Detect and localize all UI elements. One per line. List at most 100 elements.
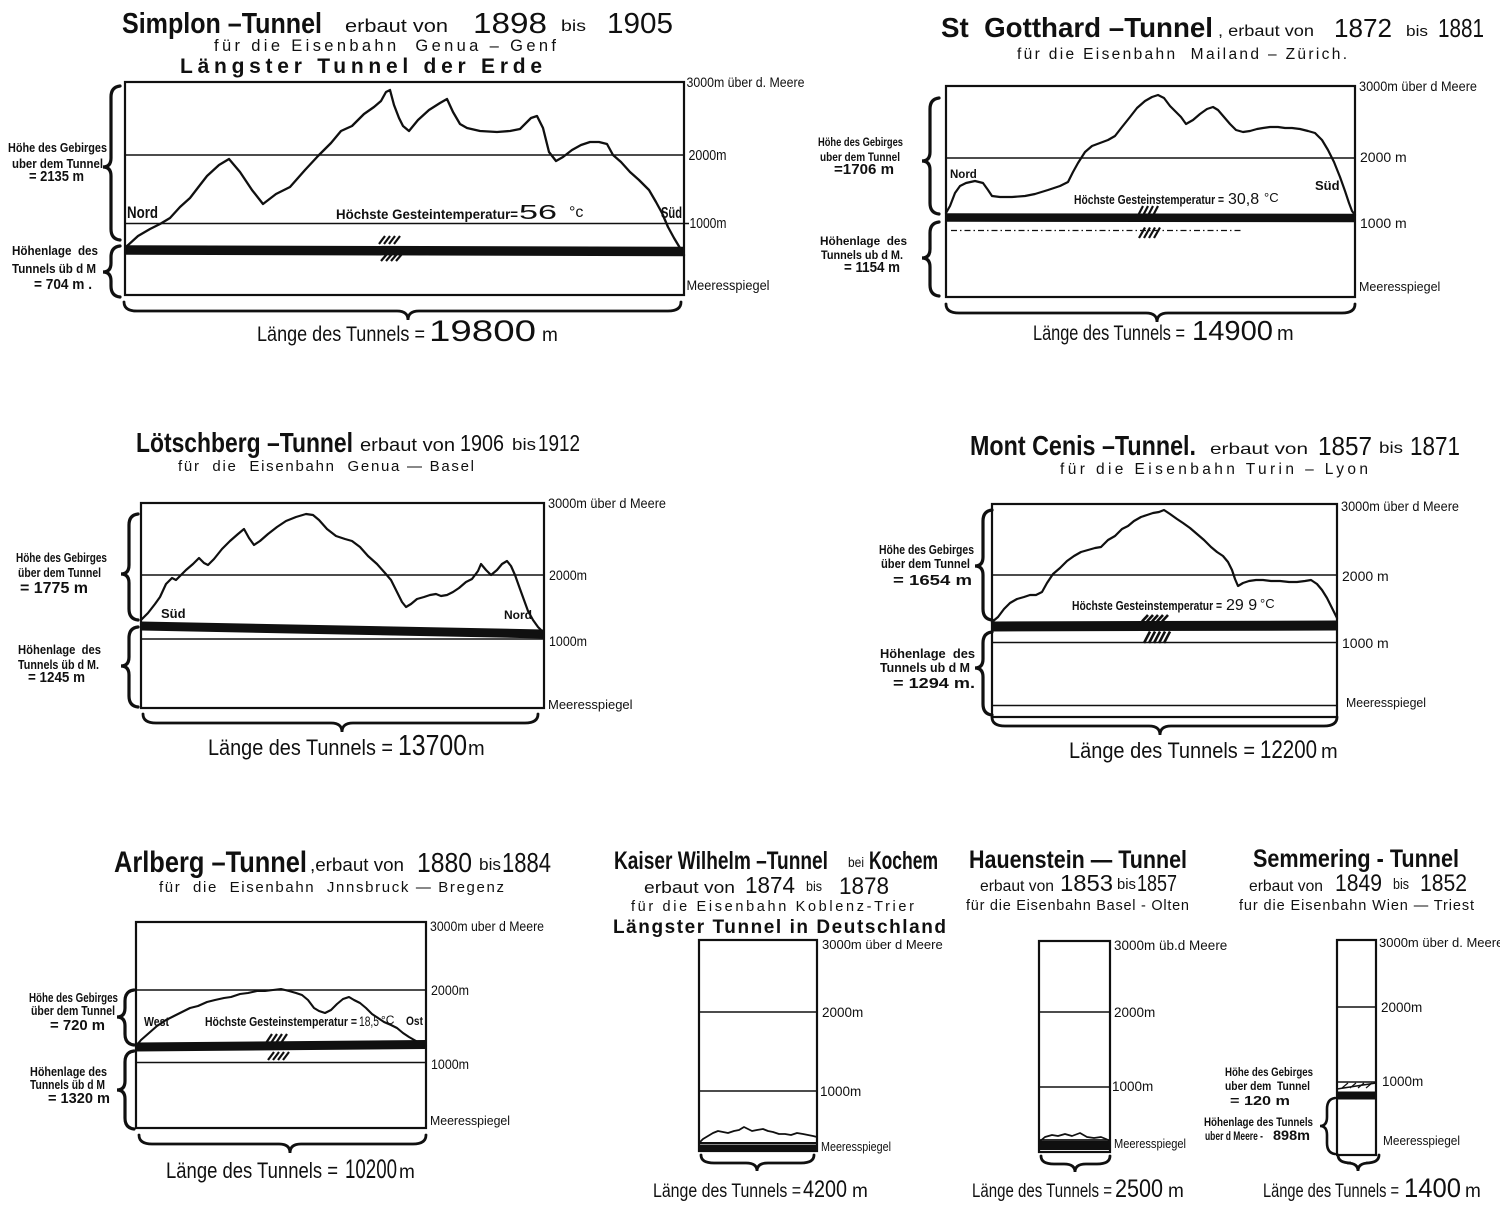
svg-text:°c: °c: [569, 204, 583, 221]
svg-text:Tunnels üb d M: Tunnels üb d M: [30, 1078, 105, 1092]
svg-text:Höhenlage des: Höhenlage des: [12, 244, 98, 258]
svg-text:Höhenlage des: Höhenlage des: [30, 1065, 107, 1079]
svg-text:2000m: 2000m: [431, 982, 469, 998]
svg-text:Meeresspiegel: Meeresspiegel: [1383, 1134, 1460, 1148]
svg-text:12200: 12200: [1260, 736, 1317, 764]
svg-text:uber dem Tunnel: uber dem Tunnel: [12, 157, 103, 171]
svg-text:1881: 1881: [1438, 13, 1484, 43]
svg-text:,erbaut von: ,erbaut von: [310, 855, 404, 875]
svg-text:erbaut von: erbaut von: [644, 878, 735, 897]
svg-text:3000m uber d Meere: 3000m uber d Meere: [430, 918, 544, 934]
svg-text:m: m: [1321, 741, 1338, 763]
svg-text:3000m über d Meere: 3000m über d Meere: [1341, 498, 1459, 514]
svg-text:für die Eisenbahn Genua — B: für die Eisenbahn Genua — Basel: [178, 458, 474, 475]
svg-text:, erbaut von: , erbaut von: [1218, 23, 1314, 40]
svg-text:Höhe des Gebirges: Höhe des Gebirges: [16, 551, 107, 565]
svg-text:Süd: Süd: [161, 606, 186, 621]
svg-text:für die Eisenbahn Basel - Olte: für die Eisenbahn Basel - Olten: [966, 898, 1189, 914]
svg-text:3000m über d. Meere: 3000m über d. Meere: [687, 74, 805, 90]
svg-text:10200: 10200: [345, 1154, 397, 1184]
svg-text:über dem Tunnel: über dem Tunnel: [18, 566, 101, 580]
svg-text:Höhenlage des Tunnels: Höhenlage des Tunnels: [1204, 1115, 1313, 1129]
svg-text:über dem Tunnel: über dem Tunnel: [881, 557, 970, 571]
svg-text:m: m: [542, 325, 558, 346]
svg-text:2500: 2500: [1115, 1175, 1163, 1203]
svg-text:m: m: [399, 1162, 415, 1183]
svg-text:Meeresspiegel: Meeresspiegel: [687, 278, 770, 293]
svg-text:Meeresspiegel: Meeresspiegel: [821, 1140, 891, 1154]
svg-text:1912: 1912: [538, 430, 580, 456]
svg-text:Süd: Süd: [661, 205, 682, 222]
svg-text:3000m üb.d Meere: 3000m üb.d Meere: [1114, 938, 1227, 953]
svg-text:erbaut von: erbaut von: [360, 435, 455, 455]
svg-text:bis: bis: [1117, 876, 1136, 893]
svg-text:1874: 1874: [745, 872, 795, 898]
svg-text:bis: bis: [561, 18, 586, 35]
svg-text:2000m: 2000m: [689, 148, 727, 164]
svg-text:1000m: 1000m: [1112, 1079, 1153, 1094]
svg-text:Länge des Tunnels =: Länge des Tunnels =: [1069, 738, 1255, 763]
svg-text:14900: 14900: [1192, 315, 1273, 346]
svg-text:Länge des Tunnels =: Länge des Tunnels =: [208, 735, 393, 760]
svg-text:1880: 1880: [417, 847, 472, 878]
svg-text:1884: 1884: [502, 847, 551, 878]
svg-text:m: m: [1465, 1181, 1481, 1202]
svg-text:898m: 898m: [1273, 1127, 1310, 1143]
svg-text:Arlberg –Tunnel: Arlberg –Tunnel: [114, 846, 307, 879]
svg-text:1000 m: 1000 m: [1360, 215, 1407, 231]
svg-text:Höhenlage des: Höhenlage des: [880, 647, 975, 661]
svg-text:Längster Tunnel in Deutschland: Längster Tunnel in Deutschland: [613, 917, 946, 938]
svg-text:Höhe des Gebirges: Höhe des Gebirges: [818, 135, 903, 149]
svg-text:= 1320 m: = 1320 m: [48, 1091, 110, 1107]
svg-text:2000m: 2000m: [1114, 1005, 1155, 1020]
svg-text:Höhe des Gebirges: Höhe des Gebirges: [8, 141, 107, 155]
svg-text:Simplon –Tunnel: Simplon –Tunnel: [122, 8, 322, 40]
svg-text:bis: bis: [806, 878, 822, 894]
svg-text:Nord: Nord: [504, 608, 532, 622]
svg-text:1906: 1906: [460, 430, 504, 456]
svg-text:m: m: [468, 738, 485, 760]
svg-text:13700: 13700: [398, 730, 467, 762]
svg-text:erbaut von: erbaut von: [1210, 441, 1308, 458]
svg-text:Tunnels üb d M.: Tunnels üb d M.: [18, 658, 99, 672]
svg-text:29 9: 29 9: [1226, 597, 1257, 614]
svg-text:Ost: Ost: [406, 1014, 423, 1028]
svg-text:m: m: [852, 1181, 868, 1202]
svg-text:Hauenstein — Tunnel: Hauenstein — Tunnel: [969, 846, 1187, 874]
svg-text:2000m: 2000m: [1381, 1000, 1422, 1015]
svg-text:1000m: 1000m: [1382, 1074, 1423, 1089]
svg-text:Länge des Tunnels =: Länge des Tunnels =: [257, 323, 425, 346]
svg-text:3000m über d. Meere: 3000m über d. Meere: [1379, 935, 1500, 950]
svg-text:für die Eisenbahn Turin – Lyon: für die Eisenbahn Turin – Lyon: [1060, 461, 1368, 478]
svg-text:Höhe des Gebirges: Höhe des Gebirges: [29, 991, 118, 1005]
svg-text:= 1245 m: = 1245 m: [28, 669, 85, 686]
svg-text:2000m: 2000m: [822, 1005, 863, 1020]
svg-text:West: West: [144, 1014, 170, 1029]
svg-text:für die Eisenbahn Jnnsbruck: für die Eisenbahn Jnnsbruck — Bregenz: [159, 879, 504, 896]
svg-text:4200: 4200: [803, 1176, 847, 1203]
svg-text:= 1654 m: = 1654 m: [893, 572, 972, 589]
svg-text:bis: bis: [512, 435, 536, 454]
svg-text:= 704 m .: = 704 m .: [34, 276, 92, 293]
svg-text:1000m: 1000m: [820, 1084, 861, 1099]
svg-text:56: 56: [519, 201, 557, 224]
svg-text:= 1154 m: = 1154 m: [844, 260, 900, 276]
svg-text:= 720 m: = 720 m: [50, 1017, 105, 1034]
svg-text:1857: 1857: [1137, 870, 1177, 896]
svg-text:18,5: 18,5: [359, 1013, 379, 1029]
svg-text:Höchste Gesteinstemperatur =: Höchste Gesteinstemperatur =: [1074, 193, 1224, 207]
svg-text:Höchste Gesteinstemperatur =: Höchste Gesteinstemperatur =: [1072, 599, 1222, 613]
svg-text:bei: bei: [848, 854, 864, 870]
svg-text:= 1775 m: = 1775 m: [20, 580, 88, 597]
svg-text:3000m über d Meere: 3000m über d Meere: [1359, 78, 1477, 94]
svg-text:fur die Eisenbahn Wien — Tries: fur die Eisenbahn Wien — Triest: [1239, 898, 1474, 914]
svg-text:für die Eisenbahn Genua – Gen: für die Eisenbahn Genua – Genf: [214, 37, 556, 55]
svg-text:Mont Cenis –Tunnel.: Mont Cenis –Tunnel.: [970, 430, 1196, 461]
svg-text:Nord: Nord: [950, 169, 977, 181]
svg-text:Tunnels üb d M: Tunnels üb d M: [12, 262, 96, 276]
svg-text:m: m: [1277, 323, 1294, 345]
svg-text:uber dem Tunnel: uber dem Tunnel: [820, 150, 900, 164]
svg-text:Tunnels ub d M: Tunnels ub d M: [880, 661, 970, 675]
svg-text:Höhenlage des: Höhenlage des: [820, 234, 907, 248]
svg-text:1849: 1849: [1335, 870, 1382, 897]
